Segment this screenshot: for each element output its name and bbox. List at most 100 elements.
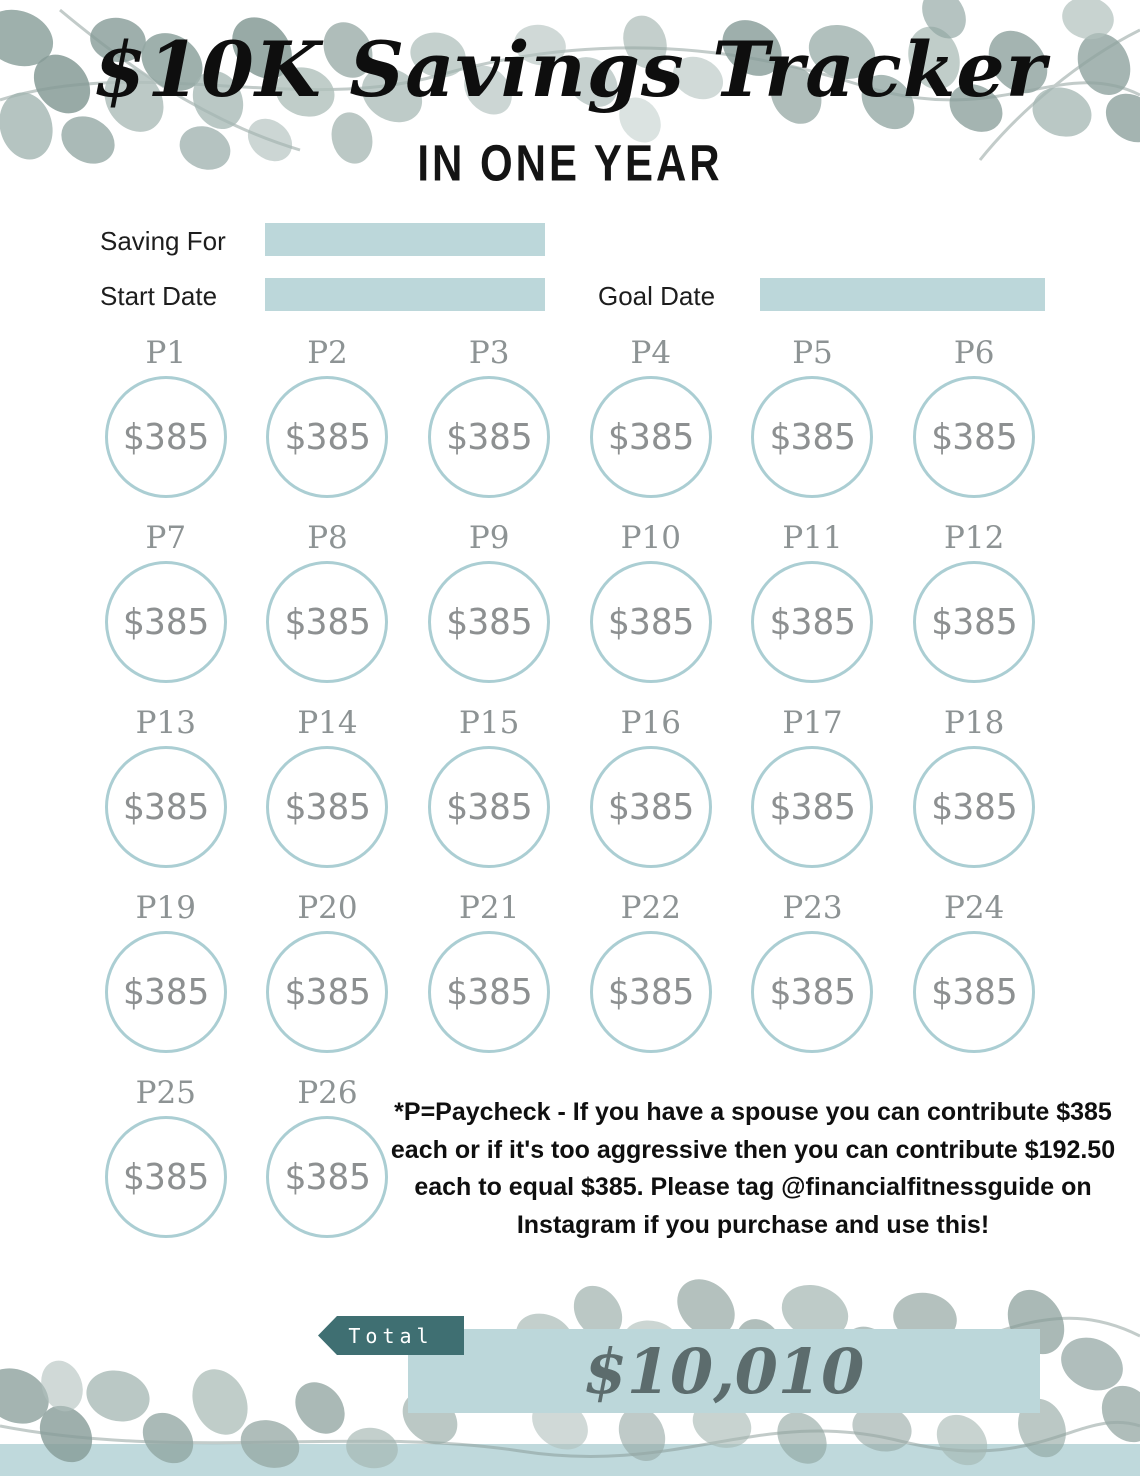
paycheck-circle[interactable]: $385: [913, 746, 1036, 868]
paycheck-circle[interactable]: $385: [751, 931, 874, 1053]
saving-for-field[interactable]: [265, 223, 545, 256]
paycheck-cell: P2 $385: [247, 330, 409, 515]
paycheck-label: P22: [620, 890, 681, 926]
paycheck-cell: P14 $385: [247, 700, 409, 885]
paycheck-amount: $385: [607, 601, 695, 643]
paycheck-amount: $385: [445, 971, 533, 1013]
paycheck-cell: P6 $385: [893, 330, 1055, 515]
paycheck-cell: P26 $385: [247, 1070, 409, 1255]
paycheck-circle[interactable]: $385: [428, 746, 551, 868]
paycheck-circle[interactable]: $385: [104, 1116, 227, 1238]
paycheck-amount: $385: [445, 601, 533, 643]
paycheck-circle[interactable]: $385: [913, 376, 1036, 498]
paycheck-circle[interactable]: $385: [589, 931, 712, 1053]
paycheck-label: P19: [135, 890, 196, 926]
header: $10K Savings Tracker IN ONE YEAR: [0, 25, 1140, 191]
paycheck-amount: $385: [122, 786, 210, 828]
paycheck-amount: $385: [769, 971, 856, 1013]
paycheck-amount: $385: [445, 786, 533, 828]
paycheck-label: P2: [307, 335, 348, 371]
paycheck-label: P23: [782, 890, 843, 926]
paycheck-cell: P15 $385: [408, 700, 570, 885]
paycheck-cell: P7 $385: [85, 515, 247, 700]
paycheck-amount: $385: [445, 416, 533, 458]
paycheck-circle[interactable]: $385: [751, 561, 874, 683]
paycheck-cell: P22 $385: [570, 885, 732, 1070]
paycheck-cell: P10 $385: [570, 515, 732, 700]
paycheck-amount: $385: [122, 601, 210, 643]
paycheck-circle[interactable]: $385: [266, 1116, 389, 1238]
paycheck-cell: P4 $385: [570, 330, 732, 515]
saving-for-label: Saving For: [100, 226, 226, 256]
paycheck-circle[interactable]: $385: [428, 561, 551, 683]
paycheck-cell: P17 $385: [732, 700, 894, 885]
paycheck-circle[interactable]: $385: [104, 931, 227, 1053]
paycheck-circle[interactable]: $385: [589, 746, 712, 868]
paycheck-label: P25: [135, 1075, 196, 1111]
total-badge: Total: [318, 1316, 464, 1355]
paycheck-circle[interactable]: $385: [428, 931, 551, 1053]
paycheck-circle[interactable]: $385: [589, 561, 712, 683]
paycheck-circle[interactable]: $385: [751, 746, 874, 868]
paycheck-label: P14: [297, 705, 358, 741]
paycheck-circle[interactable]: $385: [913, 561, 1036, 683]
goal-date-field[interactable]: [760, 278, 1045, 311]
paycheck-cell: P16 $385: [570, 700, 732, 885]
paycheck-label: P26: [297, 1075, 358, 1111]
paycheck-amount: $385: [607, 786, 695, 828]
paycheck-amount: $385: [930, 416, 1018, 458]
paycheck-label: P10: [620, 520, 681, 556]
paycheck-cell: P24 $385: [893, 885, 1055, 1070]
paycheck-note: *P=Paycheck - If you have a spouse you c…: [390, 1098, 1116, 1239]
paycheck-amount: $385: [769, 786, 856, 828]
page-title: $10K Savings Tracker: [93, 25, 1047, 114]
paycheck-grid: P1 $385 P2 $385 P3 $385 P4 $385 P5: [85, 330, 1055, 1255]
paycheck-label: P6: [953, 335, 995, 371]
paycheck-label: P17: [782, 705, 843, 741]
paycheck-amount: $385: [122, 971, 210, 1013]
paycheck-amount: $385: [284, 416, 371, 458]
paycheck-cell: P1 $385: [85, 330, 247, 515]
start-date-field[interactable]: [265, 278, 545, 311]
paycheck-circle[interactable]: $385: [104, 561, 227, 683]
paycheck-circle[interactable]: $385: [104, 746, 227, 868]
paycheck-label: P15: [459, 705, 520, 741]
paycheck-cell: P21 $385: [408, 885, 570, 1070]
paycheck-cell: P23 $385: [732, 885, 894, 1070]
paycheck-amount: $385: [122, 1156, 210, 1198]
paycheck-circle[interactable]: $385: [266, 931, 389, 1053]
paycheck-circle[interactable]: $385: [913, 931, 1036, 1053]
paycheck-label: P20: [297, 890, 358, 926]
paycheck-amount: $385: [930, 601, 1018, 643]
total-amount: $10,010: [583, 1334, 865, 1408]
paycheck-label: P5: [792, 335, 833, 371]
paycheck-circle[interactable]: $385: [751, 376, 874, 498]
paycheck-amount: $385: [607, 416, 695, 458]
paycheck-circle[interactable]: $385: [589, 376, 712, 498]
paycheck-label: P18: [944, 705, 1005, 741]
paycheck-circle[interactable]: $385: [428, 376, 551, 498]
paycheck-amount: $385: [930, 971, 1018, 1013]
goal-date-label: Goal Date: [598, 281, 716, 311]
paycheck-label: P1: [145, 335, 187, 371]
paycheck-cell: P19 $385: [85, 885, 247, 1070]
total-bar: $10,010: [408, 1329, 1040, 1413]
paycheck-label: P12: [944, 520, 1005, 556]
page-subtitle: IN ONE YEAR: [417, 133, 723, 191]
paycheck-circle[interactable]: $385: [104, 376, 227, 498]
paycheck-label: P9: [468, 520, 510, 556]
paycheck-circle[interactable]: $385: [266, 561, 389, 683]
paycheck-label: P24: [944, 890, 1005, 926]
paycheck-cell: P11 $385: [732, 515, 894, 700]
paycheck-label: P13: [135, 705, 196, 741]
paycheck-cell: P12 $385: [893, 515, 1055, 700]
paycheck-label: P11: [782, 520, 843, 556]
paycheck-cell: P13 $385: [85, 700, 247, 885]
paycheck-amount: $385: [122, 416, 210, 458]
paycheck-cell: P3 $385: [408, 330, 570, 515]
paycheck-circle[interactable]: $385: [266, 746, 389, 868]
paycheck-amount: $385: [769, 601, 856, 643]
paycheck-circle[interactable]: $385: [266, 376, 389, 498]
paycheck-amount: $385: [284, 786, 371, 828]
paycheck-label: P8: [307, 520, 348, 556]
